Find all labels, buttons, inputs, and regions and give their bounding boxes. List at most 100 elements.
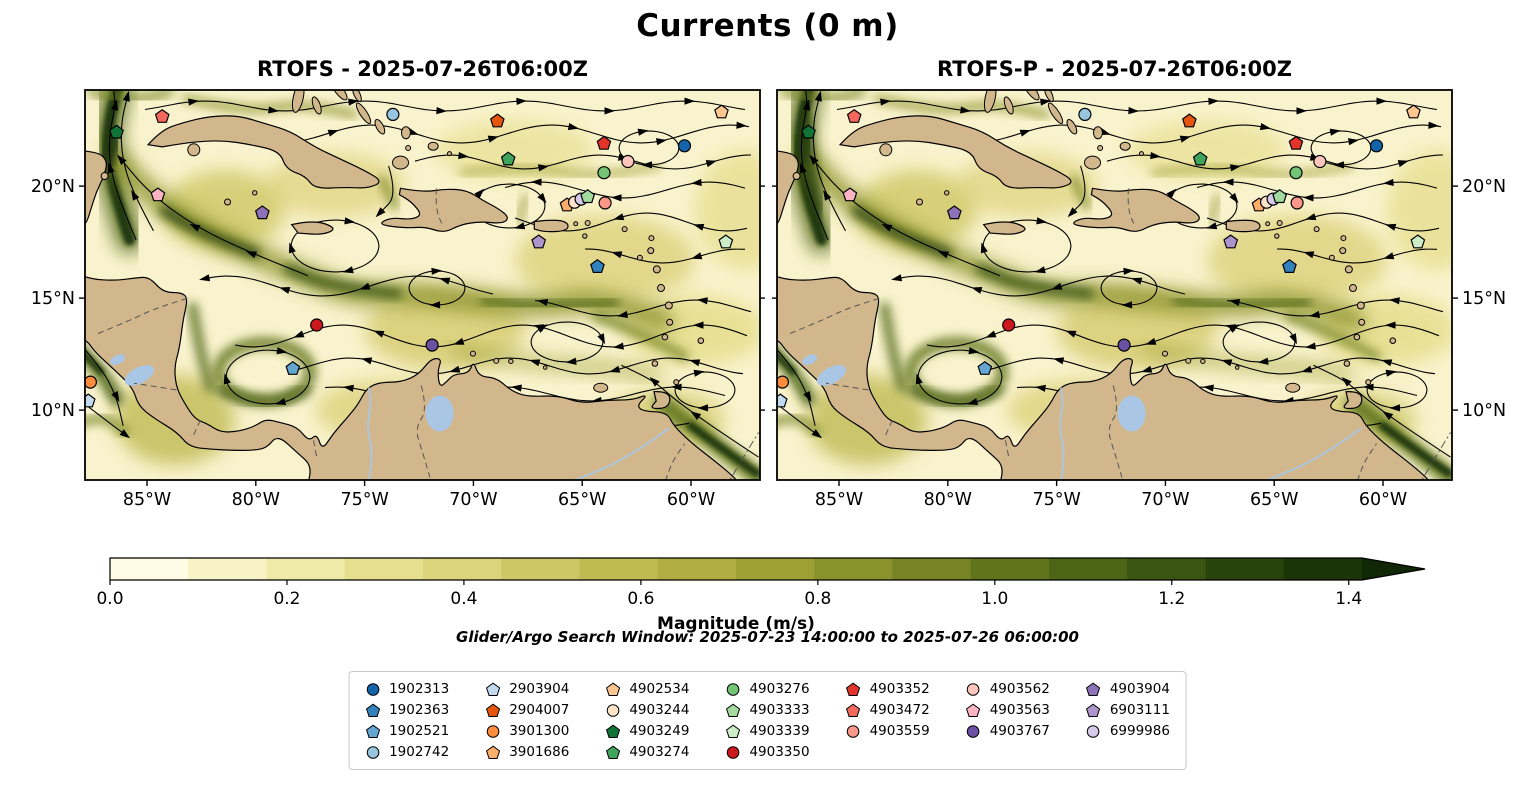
legend-item-label: 4903904 bbox=[1109, 681, 1170, 697]
float-marker-4903339 bbox=[1410, 234, 1426, 249]
legend-column: 2903904 2904007 3901300 3901686 bbox=[485, 681, 569, 760]
legend-item-4903276: 4903276 bbox=[725, 681, 810, 697]
legend-item-label: 2904007 bbox=[509, 702, 570, 718]
legend-item-label: 6903111 bbox=[1109, 702, 1170, 718]
legend-item-label: 4902534 bbox=[629, 681, 690, 697]
float-pentagon-marker-icon bbox=[485, 745, 500, 759]
legend-item-label: 4903352 bbox=[869, 681, 930, 697]
float-marker-4903333 bbox=[1272, 189, 1288, 204]
float-pentagon-marker-icon bbox=[845, 682, 861, 696]
float-marker-4903249 bbox=[801, 124, 816, 139]
colorbar-label: Magnitude (m/s) bbox=[657, 614, 815, 634]
legend-item-4903249: 4903249 bbox=[605, 723, 689, 739]
legend-item-4902534: 4902534 bbox=[605, 681, 689, 697]
legend-item-4903274: 4903274 bbox=[605, 744, 689, 760]
float-marker-1902521 bbox=[977, 360, 993, 375]
float-markers bbox=[777, 104, 1426, 408]
y-tick-label-left: 15°N bbox=[31, 289, 75, 309]
float-marker-4903559 bbox=[1290, 196, 1304, 210]
legend-item-label: 4903472 bbox=[869, 702, 930, 718]
legend-column: 4903562 4903563 4903767 bbox=[966, 681, 1050, 760]
float-marker-6903111 bbox=[1223, 234, 1239, 249]
float-marker-4903339 bbox=[718, 234, 734, 249]
y-tick-label-right: 15°N bbox=[1462, 289, 1506, 309]
float-marker-1902363 bbox=[590, 258, 605, 273]
panel-title-rtofs-p: RTOFS-P - 2025-07-26T06:00Z bbox=[936, 57, 1293, 81]
legend-item-label: 6999986 bbox=[1109, 723, 1170, 739]
legend-item-label: 4903563 bbox=[989, 702, 1050, 718]
float-circle-marker-icon bbox=[966, 682, 980, 696]
legend-item-label: 1902363 bbox=[389, 702, 450, 718]
x-tick-label: 70°W bbox=[449, 490, 497, 510]
float-marker-4903562 bbox=[621, 154, 635, 169]
float-pentagon-marker-icon bbox=[605, 724, 620, 738]
legend-item-3901300: 3901300 bbox=[485, 723, 569, 739]
legend-item-4903563: 4903563 bbox=[966, 702, 1050, 718]
legend-item-6999986: 6999986 bbox=[1086, 723, 1170, 739]
float-marker-1902313 bbox=[1369, 139, 1384, 153]
float-pentagon-marker-icon bbox=[1086, 703, 1101, 717]
float-marker-4903352 bbox=[596, 135, 612, 150]
float-marker-4902534 bbox=[714, 104, 729, 119]
map-panel-rtofs-p bbox=[776, 89, 1453, 481]
legend-item-4903244: 4903244 bbox=[605, 702, 689, 718]
panel-title-rtofs: RTOFS - 2025-07-26T06:00Z bbox=[257, 57, 588, 81]
y-tick-label-right: 20°N bbox=[1462, 177, 1506, 197]
float-markers bbox=[85, 104, 734, 408]
float-pentagon-marker-icon bbox=[485, 682, 500, 696]
x-tick-label: 60°W bbox=[667, 490, 715, 510]
float-pentagon-marker-icon bbox=[725, 724, 741, 738]
float-marker-4903249 bbox=[109, 124, 124, 139]
x-tick-label: 65°W bbox=[558, 490, 606, 510]
legend-item-label: 1902521 bbox=[389, 723, 450, 739]
float-marker-4903904 bbox=[254, 205, 270, 220]
float-circle-marker-icon bbox=[1087, 724, 1100, 738]
legend-item-4903767: 4903767 bbox=[966, 723, 1050, 739]
x-tick-label: 75°W bbox=[340, 490, 388, 510]
float-marker-4903563 bbox=[842, 187, 858, 202]
legend-item-3901686: 3901686 bbox=[485, 744, 569, 760]
float-marker-4903563 bbox=[150, 187, 166, 202]
float-pentagon-marker-icon bbox=[365, 703, 380, 717]
float-marker-4903767 bbox=[425, 338, 439, 352]
float-pentagon-marker-icon bbox=[1086, 682, 1101, 696]
legend-item-1902313: 1902313 bbox=[365, 681, 449, 697]
x-tick-label: 85°W bbox=[815, 490, 863, 510]
legend-item-2903904: 2903904 bbox=[485, 681, 569, 697]
float-pentagon-marker-icon bbox=[365, 724, 380, 738]
x-tick-label: 65°W bbox=[1250, 490, 1298, 510]
legend-item-4903333: 4903333 bbox=[725, 702, 810, 718]
legend-item-label: 1902742 bbox=[389, 744, 450, 760]
float-marker-4902534 bbox=[1406, 104, 1421, 119]
float-marker-4903350 bbox=[1002, 318, 1016, 332]
float-circle-marker-icon bbox=[966, 724, 980, 738]
x-tick-label: 80°W bbox=[924, 490, 972, 510]
legend-item-label: 4903350 bbox=[749, 744, 810, 760]
float-marker-2903904 bbox=[85, 393, 96, 408]
float-pentagon-marker-icon bbox=[485, 703, 500, 717]
legend-item-label: 4903767 bbox=[989, 723, 1050, 739]
colorbar-tick-label: 0.2 bbox=[273, 589, 300, 609]
float-circle-marker-icon bbox=[486, 724, 499, 738]
x-tick-label: 75°W bbox=[1032, 490, 1080, 510]
legend-column: 1902313 1902363 1902521 1902742 bbox=[365, 681, 449, 760]
float-circle-marker-icon bbox=[366, 682, 379, 696]
legend-item-label: 4903339 bbox=[749, 723, 810, 739]
colorbar-tick-label: 0.4 bbox=[450, 589, 477, 609]
float-pentagon-marker-icon bbox=[725, 703, 741, 717]
legend-item-label: 3901300 bbox=[509, 723, 570, 739]
legend-item-4903562: 4903562 bbox=[966, 681, 1050, 697]
float-marker-1902363 bbox=[1282, 258, 1297, 273]
legend-item-label: 2903904 bbox=[509, 681, 570, 697]
float-pentagon-marker-icon bbox=[605, 745, 620, 759]
float-marker-4903276 bbox=[597, 166, 611, 180]
colorbar: 0.0 0.2 0.4 0.6 0.8 1.0 1.2 1.4 bbox=[96, 557, 1426, 609]
float-marker-1902313 bbox=[677, 139, 692, 153]
float-circle-marker-icon bbox=[606, 703, 620, 717]
float-circle-marker-icon bbox=[846, 724, 860, 738]
legend-item-label: 4903244 bbox=[629, 702, 690, 718]
map-panel-rtofs bbox=[84, 89, 761, 481]
float-circle-marker-icon bbox=[366, 745, 379, 759]
float-marker-2904007 bbox=[489, 113, 505, 128]
colorbar-tick-label: 0.0 bbox=[96, 589, 123, 609]
